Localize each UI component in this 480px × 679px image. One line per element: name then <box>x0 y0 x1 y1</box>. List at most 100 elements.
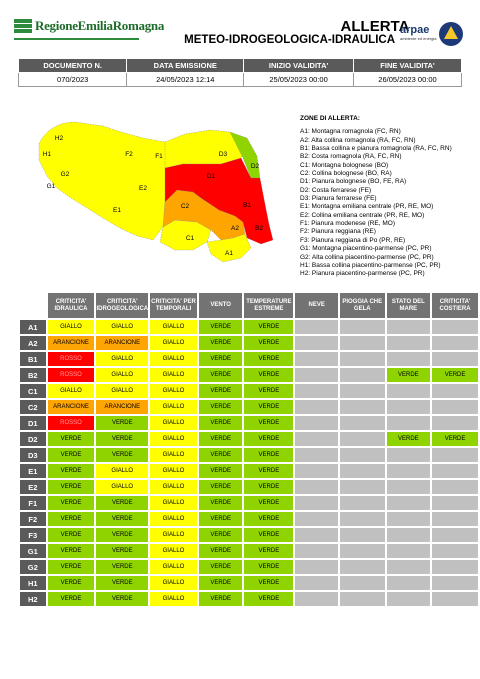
alert-level-cell: VERDE <box>47 496 95 510</box>
alert-level-cell: GIALLO <box>96 368 149 382</box>
alert-level-cell <box>432 336 478 350</box>
alert-level-cell: VERDE <box>244 592 294 606</box>
alert-level-cell: GIALLO <box>150 400 197 414</box>
zone-label: E2 <box>20 480 46 494</box>
table-row: D3 VERDE VERDE GIALLO VERDE VERDE <box>20 448 478 462</box>
alert-level-cell <box>432 480 478 494</box>
alert-level-cell: VERDE <box>198 384 243 398</box>
alert-level-cell <box>386 480 431 494</box>
alert-level-cell: VERDE <box>198 464 243 478</box>
validity-start: 25/05/2023 00:00 <box>243 72 354 87</box>
table-row: H2 VERDE VERDE GIALLO VERDE VERDE <box>20 592 478 606</box>
alert-level-cell: VERDE <box>198 432 243 446</box>
alert-level-cell: ROSSO <box>47 352 95 366</box>
alert-level-cell: GIALLO <box>150 560 197 574</box>
alert-level-cell: VERDE <box>96 544 149 558</box>
alert-level-cell: VERDE <box>244 528 294 542</box>
alert-level-cell: GIALLO <box>96 352 149 366</box>
alert-level-cell: VERDE <box>96 560 149 574</box>
alert-level-cell: GIALLO <box>150 352 197 366</box>
alert-level-cell <box>295 576 338 590</box>
alert-level-cell: VERDE <box>244 544 294 558</box>
map-label-a2: A2 <box>231 225 239 232</box>
alert-level-cell <box>432 528 478 542</box>
alert-level-cell <box>432 512 478 526</box>
alert-level-cell: VERDE <box>244 464 294 478</box>
alert-level-cell <box>295 544 338 558</box>
alert-level-cell <box>386 352 431 366</box>
alert-level-cell <box>339 480 385 494</box>
alert-level-cell <box>386 512 431 526</box>
alert-level-cell <box>432 448 478 462</box>
alert-level-cell: VERDE <box>244 560 294 574</box>
alert-level-cell: VERDE <box>198 576 243 590</box>
alert-level-cell: VERDE <box>386 432 431 446</box>
zone-label: C2 <box>20 400 46 414</box>
alert-level-cell: VERDE <box>198 544 243 558</box>
alert-level-text: ROSSO <box>60 420 82 426</box>
map-label-d3: D3 <box>219 151 228 158</box>
map-zone-north-ferrara <box>164 129 248 169</box>
zone-label: D3 <box>20 448 46 462</box>
doc-number: 070/2023 <box>17 72 128 87</box>
map-label-h1: H1 <box>43 151 52 158</box>
alert-level-cell <box>386 560 431 574</box>
alert-level-cell: VERDE <box>47 432 95 446</box>
alert-level-cell <box>339 352 385 366</box>
alert-level-cell: VERDE <box>198 352 243 366</box>
regione-flag-icon <box>14 19 32 33</box>
alert-level-cell <box>386 528 431 542</box>
table-corner <box>20 293 46 318</box>
alert-level-cell: VERDE <box>47 512 95 526</box>
legend-item: E1: Montagna emiliana centrale (PR, RE, … <box>300 203 434 211</box>
alert-level-cell <box>295 448 338 462</box>
alert-table: CRITICITA' IDRAULICA CRITICITA' IDROGEOL… <box>18 291 480 608</box>
alert-level-cell: VERDE <box>198 512 243 526</box>
page-subtitle: METEO-IDROGEOLOGICA-IDRAULICA <box>184 34 395 46</box>
alert-level-cell <box>386 416 431 430</box>
alert-level-cell: VERDE <box>96 528 149 542</box>
issue-date-header: DATA EMISSIONE <box>126 58 245 73</box>
alert-level-cell: VERDE <box>47 448 95 462</box>
alert-level-cell <box>295 320 338 334</box>
alert-level-cell <box>295 464 338 478</box>
org-logo-text: RegioneEmiliaRomagna <box>35 18 165 33</box>
zone-label: G2 <box>20 560 46 574</box>
alert-level-cell: VERDE <box>198 496 243 510</box>
alert-level-cell <box>432 464 478 478</box>
legend-item: H1: Bassa collina piacentino-parmense (P… <box>300 261 441 269</box>
col-criticita-idrogeologica: CRITICITA' IDROGEOLOGICA <box>96 293 149 318</box>
alert-level-cell: GIALLO <box>150 576 197 590</box>
alert-level-cell: GIALLO <box>150 544 197 558</box>
alert-level-cell <box>432 400 478 414</box>
protezione-civile-icon <box>439 22 463 46</box>
alert-level-cell <box>295 416 338 430</box>
col-criticita-idraulica: CRITICITA' IDRAULICA <box>47 293 95 318</box>
legend-item: F3: Pianura reggiana di Po (PR, RE) <box>300 236 406 244</box>
validity-start-header: INIZIO VALIDITA' <box>243 58 354 73</box>
alert-level-cell: GIALLO <box>96 320 149 334</box>
col-criticita-temporali: CRITICITA' PER TEMPORALI <box>150 293 197 318</box>
alert-level-cell: GIALLO <box>96 384 149 398</box>
alert-level-cell <box>339 592 385 606</box>
legend-item: A1: Montagna romagnola (FC, RN) <box>300 128 401 136</box>
alert-level-cell: VERDE <box>47 560 95 574</box>
alert-level-cell <box>339 464 385 478</box>
legend-item: D2: Costa ferrarese (FE) <box>300 186 372 194</box>
alert-level-cell <box>386 400 431 414</box>
legend-item: B2: Costa romagnola (RA, FC, RN) <box>300 153 402 161</box>
alert-level-cell <box>432 592 478 606</box>
alert-level-text: ROSSO <box>60 372 82 378</box>
alert-level-cell <box>339 576 385 590</box>
alert-level-cell <box>432 560 478 574</box>
alert-level-cell: GIALLO <box>150 480 197 494</box>
alert-level-cell: VERDE <box>198 528 243 542</box>
map-label-d2: D2 <box>251 163 260 170</box>
alert-level-cell: VERDE <box>198 368 243 382</box>
legend-title: ZONE DI ALLERTA: <box>300 115 360 122</box>
alert-level-cell <box>339 320 385 334</box>
alert-level-cell: VERDE <box>244 448 294 462</box>
alert-level-cell <box>295 512 338 526</box>
alert-level-cell: VERDE <box>47 480 95 494</box>
alert-level-cell: GIALLO <box>150 416 197 430</box>
